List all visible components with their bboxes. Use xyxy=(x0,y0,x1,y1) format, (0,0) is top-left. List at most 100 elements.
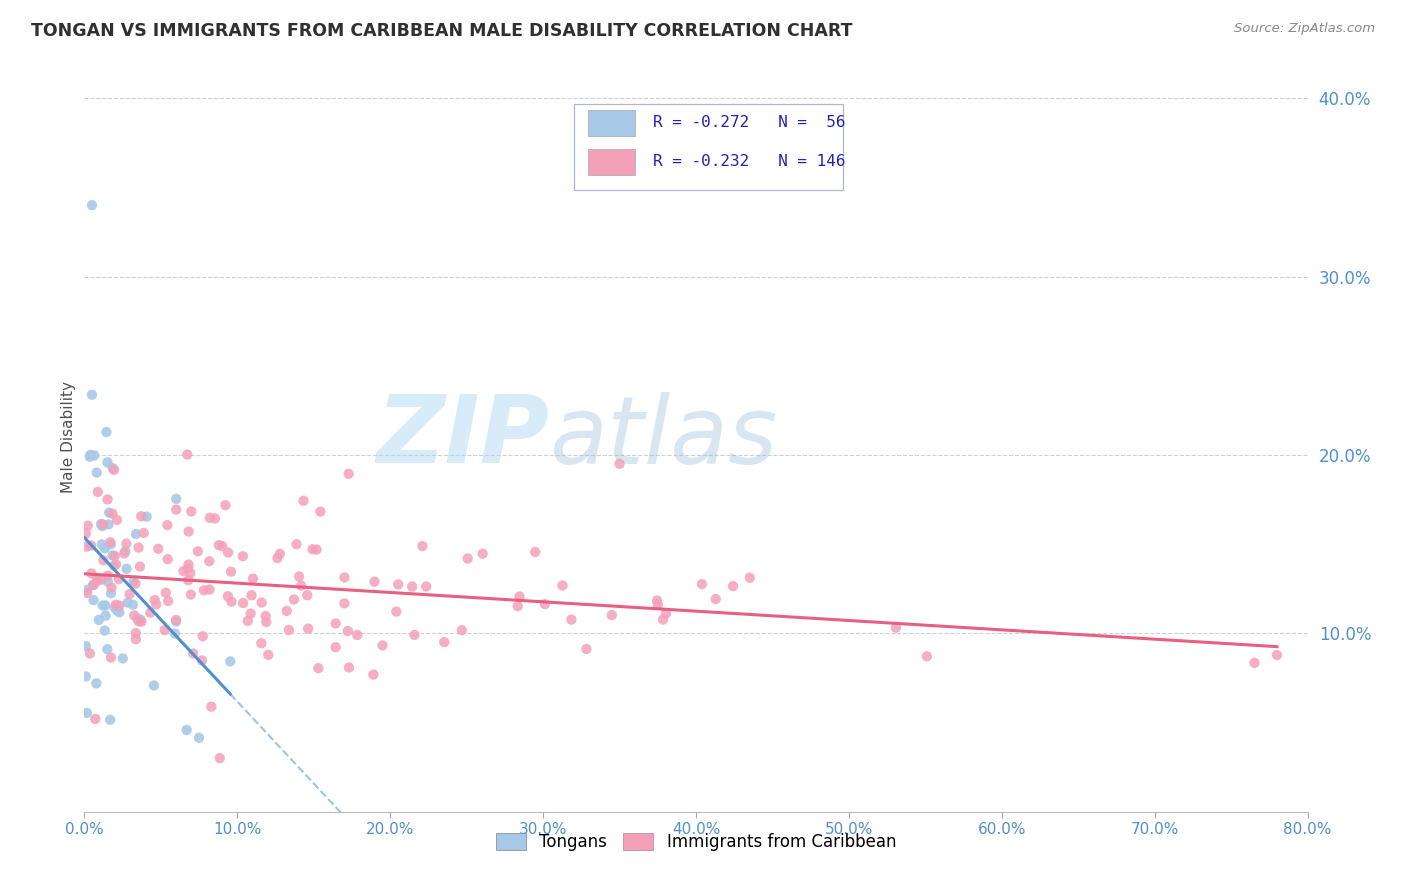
Point xyxy=(655,607,678,621)
Point xyxy=(86,574,108,588)
Point xyxy=(704,592,727,607)
Point xyxy=(346,628,368,642)
Point xyxy=(165,615,187,629)
Point xyxy=(122,574,145,588)
Point xyxy=(269,547,291,561)
Point xyxy=(76,706,98,720)
Point xyxy=(208,751,231,765)
Point xyxy=(163,626,186,640)
Point xyxy=(118,587,141,601)
Point xyxy=(83,593,105,607)
Point xyxy=(101,549,124,563)
Point xyxy=(97,517,120,532)
Point xyxy=(101,507,124,521)
Point xyxy=(96,425,118,439)
Point xyxy=(236,614,259,628)
Point xyxy=(165,613,187,627)
Point xyxy=(387,577,409,591)
Point xyxy=(363,667,385,681)
Point xyxy=(239,607,262,621)
Point xyxy=(1265,648,1288,662)
Point xyxy=(277,623,299,637)
FancyBboxPatch shape xyxy=(574,103,842,190)
Point xyxy=(179,566,201,581)
Point xyxy=(221,595,243,609)
Point xyxy=(143,593,166,607)
Point xyxy=(411,539,433,553)
Point xyxy=(80,198,103,212)
Point xyxy=(79,448,101,462)
Point xyxy=(257,648,280,662)
Text: R = -0.272   N =  56: R = -0.272 N = 56 xyxy=(654,115,845,130)
Point xyxy=(91,517,114,532)
Point xyxy=(647,598,669,612)
Point xyxy=(509,590,531,604)
Point xyxy=(117,596,139,610)
Point xyxy=(124,576,146,591)
Point xyxy=(198,510,221,524)
Point xyxy=(108,606,131,620)
Point xyxy=(276,604,298,618)
Point xyxy=(98,535,121,549)
Point xyxy=(283,592,305,607)
Text: TONGAN VS IMMIGRANTS FROM CARIBBEAN MALE DISABILITY CORRELATION CHART: TONGAN VS IMMIGRANTS FROM CARIBBEAN MALE… xyxy=(31,22,852,40)
Point xyxy=(181,647,204,661)
Point xyxy=(103,558,125,573)
Point xyxy=(176,448,198,462)
Point xyxy=(105,603,128,617)
Point xyxy=(75,669,97,683)
Point xyxy=(188,731,211,745)
Point xyxy=(75,526,97,541)
Point xyxy=(219,565,242,579)
Point xyxy=(96,642,118,657)
Point xyxy=(250,636,273,650)
Point xyxy=(155,586,177,600)
Point xyxy=(93,624,115,638)
Point xyxy=(96,455,118,469)
Point xyxy=(200,699,222,714)
Point xyxy=(100,581,122,595)
Point xyxy=(93,553,115,567)
Point xyxy=(404,628,426,642)
Point xyxy=(173,564,195,578)
Point xyxy=(187,544,209,558)
Point xyxy=(91,519,114,533)
Point xyxy=(84,676,107,690)
Point xyxy=(211,539,233,553)
Point xyxy=(100,586,122,600)
Point xyxy=(645,593,668,607)
Point xyxy=(148,541,170,556)
Y-axis label: Male Disability: Male Disability xyxy=(60,381,76,493)
Point xyxy=(560,613,582,627)
Point xyxy=(80,566,103,581)
Point xyxy=(128,541,150,555)
Point xyxy=(84,712,107,726)
Text: Source: ZipAtlas.com: Source: ZipAtlas.com xyxy=(1234,22,1375,36)
Point xyxy=(100,537,122,551)
Point xyxy=(97,492,120,507)
Point xyxy=(232,549,254,564)
Point xyxy=(129,559,152,574)
Point xyxy=(288,569,311,583)
Point xyxy=(363,574,385,589)
Point xyxy=(290,579,312,593)
Point xyxy=(76,582,98,597)
Point xyxy=(292,493,315,508)
Point xyxy=(145,598,167,612)
Point xyxy=(131,615,153,629)
Point xyxy=(127,614,149,628)
Point xyxy=(97,568,120,582)
Bar xyxy=(588,149,636,175)
Point xyxy=(114,544,136,558)
Point xyxy=(135,509,157,524)
Point xyxy=(105,513,128,527)
Point xyxy=(915,649,938,664)
Point xyxy=(87,484,110,499)
Point xyxy=(91,517,114,532)
Point xyxy=(191,629,214,643)
Point xyxy=(325,616,347,631)
Point xyxy=(107,572,129,586)
Point xyxy=(177,524,200,539)
Point xyxy=(139,606,162,620)
Point xyxy=(884,621,907,635)
